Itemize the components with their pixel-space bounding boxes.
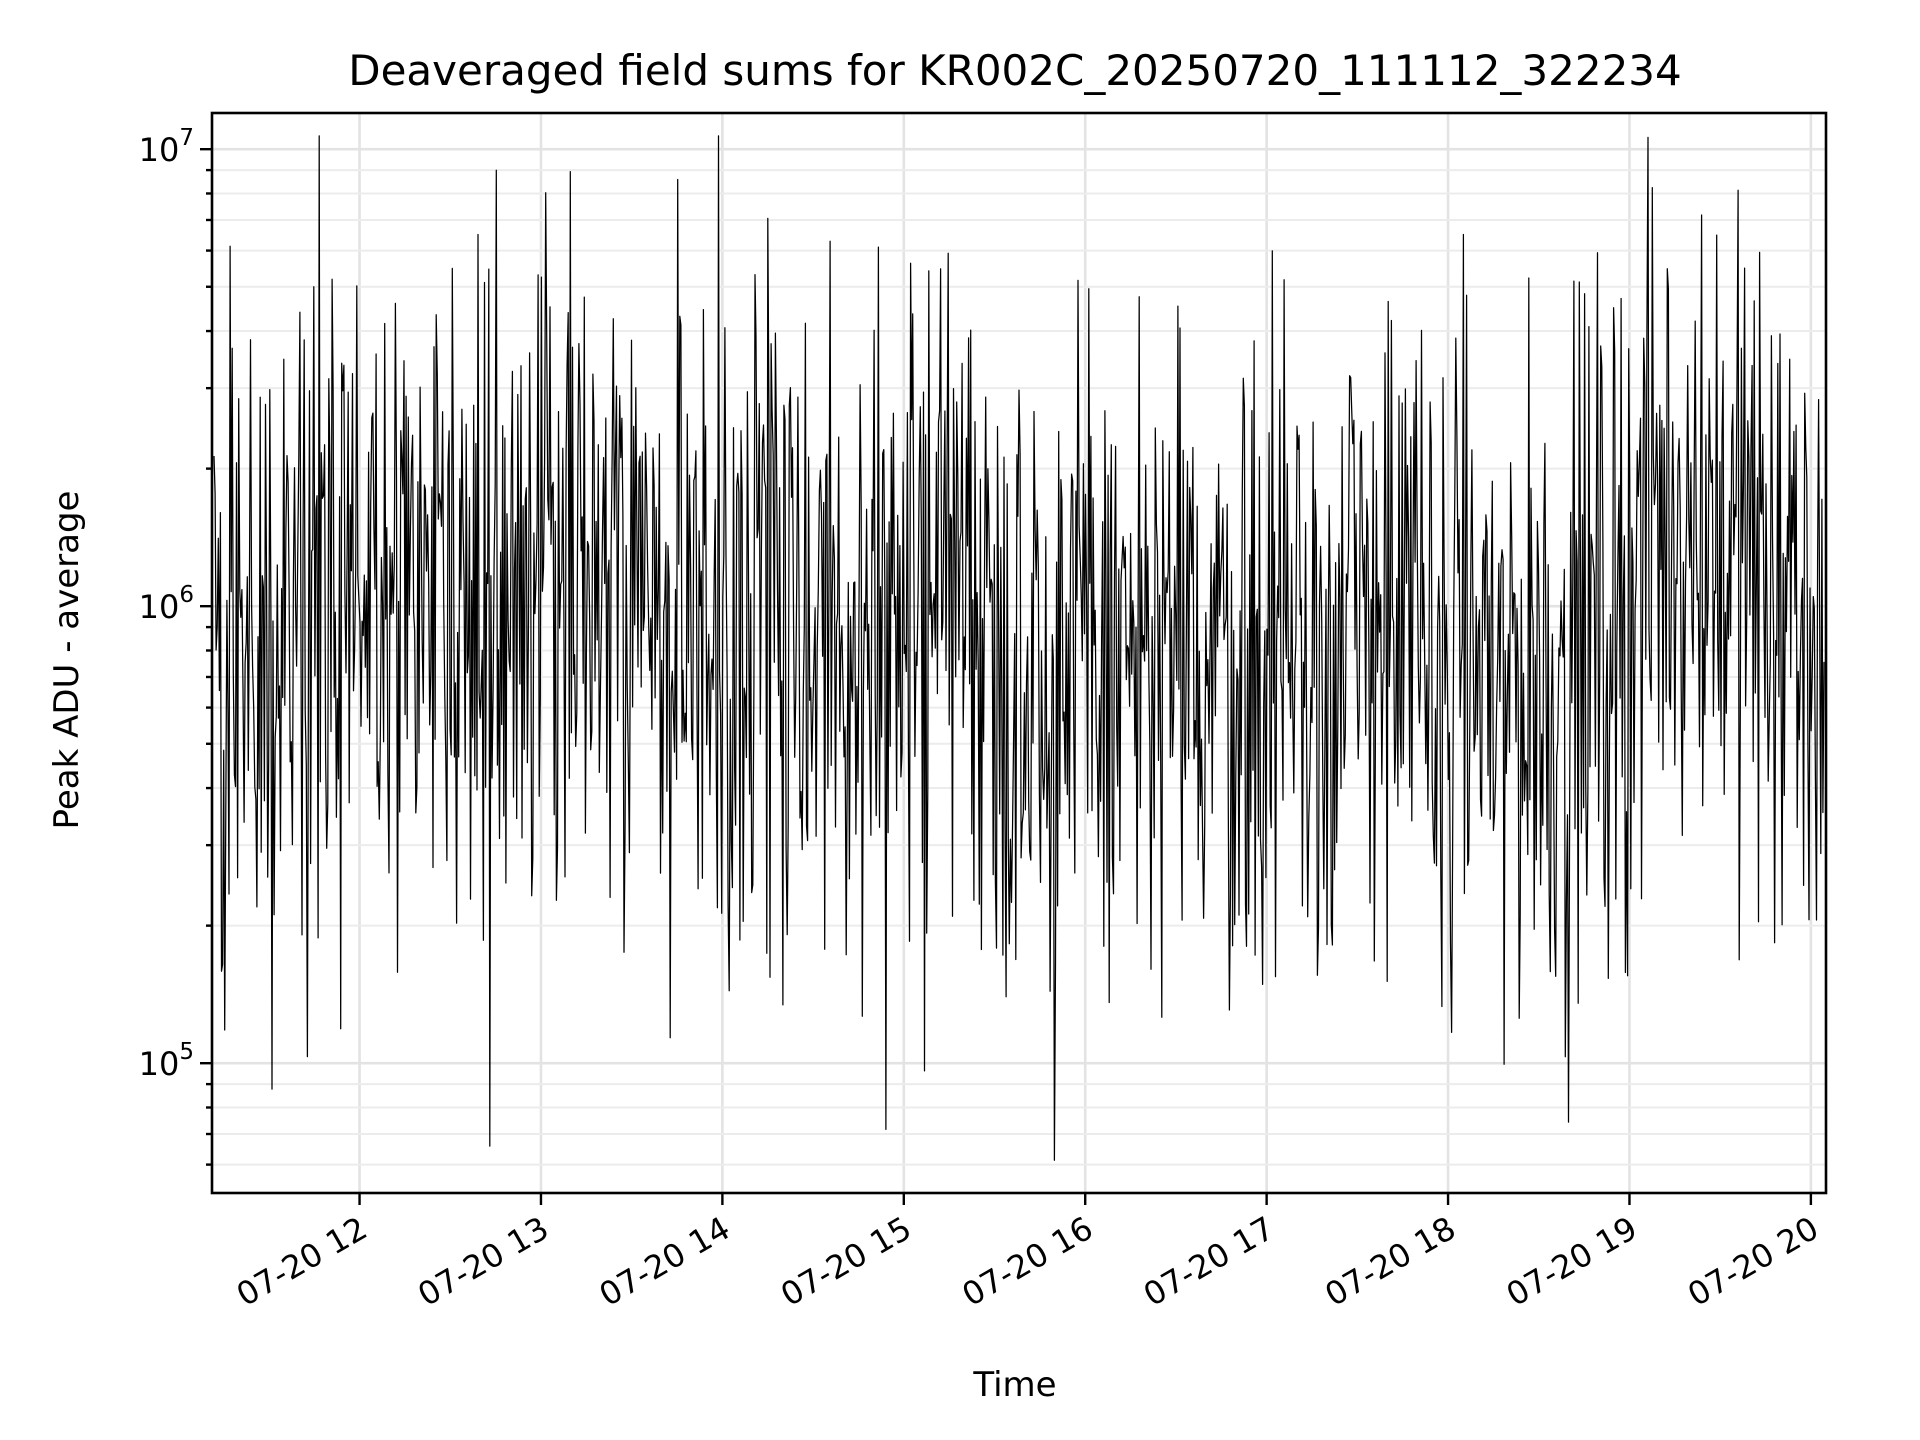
y-tick-base: 10 — [139, 131, 180, 169]
series-layer — [213, 135, 1825, 1161]
y-axis-label: Peak ADU - average — [47, 491, 87, 830]
y-tick-exponent: 5 — [179, 1039, 194, 1065]
y-tick-label: 106 — [139, 582, 194, 626]
y-tick-base: 10 — [139, 1045, 180, 1083]
chart-title: Deaveraged field sums for KR002C_2025072… — [348, 46, 1682, 95]
y-tick-exponent: 7 — [179, 125, 194, 151]
grid — [212, 113, 1826, 1193]
y-tick-base: 10 — [139, 588, 180, 626]
y-tick-exponent: 6 — [179, 582, 194, 608]
plot-frame — [210, 111, 1828, 1195]
y-tick-label: 105 — [139, 1039, 194, 1083]
series-line — [213, 135, 1825, 1161]
y-tick-label: 107 — [139, 125, 194, 169]
x-axis-label: Time — [972, 1365, 1056, 1405]
